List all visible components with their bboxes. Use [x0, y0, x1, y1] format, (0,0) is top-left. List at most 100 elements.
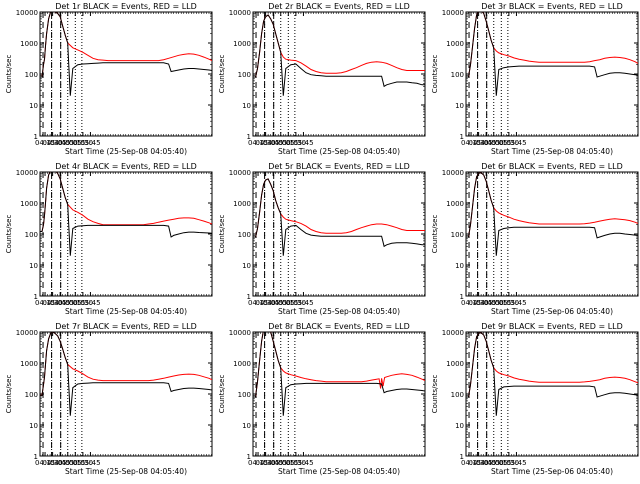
y-tick-label: 1000	[233, 40, 251, 48]
x-tick-label: 04:30	[43, 299, 63, 307]
y-tick-label: 10000	[229, 169, 251, 177]
x-tick-label: 04:45	[50, 459, 70, 467]
x-tick-label: 04:45	[263, 299, 283, 307]
plot-frame	[252, 171, 426, 297]
x-tick-label: 05:45	[506, 299, 526, 307]
y-axis-label: Counts/sec	[5, 55, 13, 94]
series-lld-line	[40, 332, 212, 396]
plot-det-9r: Det 9r BLACK = Events, RED = LLD 1 10 100 10…	[431, 322, 639, 476]
x-tick-label: 05:45	[80, 139, 100, 147]
plot-det-4r: Det 4r BLACK = Events, RED = LLD 1 10 100 10…	[5, 162, 213, 316]
x-tick-label: 05:15	[278, 299, 298, 307]
plot-det-5r: Det 5r BLACK = Events, RED = LLD 1 10 100 10…	[218, 162, 426, 316]
plot-frame	[252, 331, 426, 457]
y-tick-label: 100	[451, 391, 464, 399]
y-tick-label: 1	[247, 293, 251, 301]
y-tick-label: 100	[238, 71, 251, 79]
x-tick-label: 05:45	[80, 459, 100, 467]
series-lld-line	[253, 332, 425, 398]
x-tick-label: 04:45	[476, 299, 496, 307]
plot-det-7r: Det 7r BLACK = Events, RED = LLD 1 10 100 10…	[5, 322, 213, 476]
x-tick-label: 05:00	[484, 299, 504, 307]
x-tick-label: 05:45	[293, 139, 313, 147]
x-tick-label: 04:15	[248, 139, 268, 147]
x-tick-label: 05:30	[499, 139, 519, 147]
x-tick-label: 04:15	[35, 459, 55, 467]
plot-title: Det 2r BLACK = Events, RED = LLD	[268, 2, 410, 11]
series-events-line	[40, 332, 212, 416]
x-tick-label: 05:30	[499, 459, 519, 467]
y-tick-label: 10	[29, 422, 38, 430]
y-tick-label: 1000	[233, 200, 251, 208]
y-tick-label: 1	[34, 453, 38, 461]
x-tick-label: 05:45	[506, 139, 526, 147]
x-tick-label: 04:45	[476, 139, 496, 147]
x-tick-label: 05:45	[293, 299, 313, 307]
x-tick-label: 04:30	[469, 459, 489, 467]
series-events-line	[253, 332, 425, 416]
plot-title: Det 5r BLACK = Events, RED = LLD	[268, 162, 410, 171]
x-axis-label: Start Time (25-Sep-08 04:05:40)	[278, 307, 400, 316]
x-tick-label: 05:15	[65, 139, 85, 147]
y-tick-label: 10000	[16, 169, 38, 177]
x-tick-label: 04:30	[469, 299, 489, 307]
x-tick-label: 05:30	[499, 299, 519, 307]
x-tick-label: 04:30	[43, 139, 63, 147]
x-tick-label: 05:00	[271, 459, 291, 467]
plot-det-3r: Det 3r BLACK = Events, RED = LLD 1 10 100 10…	[431, 2, 639, 156]
y-tick-label: 100	[25, 71, 38, 79]
y-tick-label: 10	[29, 102, 38, 110]
y-tick-label: 1	[247, 133, 251, 141]
plot-title: Det 1r BLACK = Events, RED = LLD	[55, 2, 197, 11]
y-tick-label: 10	[455, 422, 464, 430]
y-axis-label: Counts/sec	[431, 215, 439, 254]
series-events-line	[40, 12, 212, 96]
x-tick-label: 04:15	[35, 139, 55, 147]
y-axis-label: Counts/sec	[218, 215, 226, 254]
y-tick-label: 100	[25, 391, 38, 399]
x-tick-label: 04:45	[50, 139, 70, 147]
plot-title: Det 9r BLACK = Events, RED = LLD	[481, 322, 623, 331]
y-tick-label: 1	[460, 293, 464, 301]
plot-frame	[39, 171, 213, 297]
y-tick-label: 1	[460, 133, 464, 141]
series-lld-line	[466, 332, 638, 398]
plot-frame	[465, 11, 639, 137]
x-tick-label: 05:00	[484, 139, 504, 147]
x-tick-label: 05:00	[58, 459, 78, 467]
y-axis-label: Counts/sec	[218, 55, 226, 94]
y-axis-label: Counts/sec	[5, 375, 13, 414]
x-tick-label: 05:00	[58, 139, 78, 147]
x-tick-label: 05:15	[278, 459, 298, 467]
x-tick-label: 04:30	[469, 139, 489, 147]
x-tick-label: 04:45	[50, 299, 70, 307]
plot-title: Det 3r BLACK = Events, RED = LLD	[481, 2, 623, 11]
series-events-line	[466, 12, 638, 96]
x-tick-label: 05:15	[491, 459, 511, 467]
x-tick-label: 05:30	[73, 299, 93, 307]
y-tick-label: 100	[238, 391, 251, 399]
y-tick-label: 10	[455, 102, 464, 110]
y-tick-label: 10	[455, 262, 464, 270]
plot-title: Det 8r BLACK = Events, RED = LLD	[268, 322, 410, 331]
y-tick-label: 1000	[20, 40, 38, 48]
y-tick-label: 10	[242, 422, 251, 430]
x-tick-label: 04:15	[461, 459, 481, 467]
y-tick-label: 10000	[442, 329, 464, 337]
x-tick-label: 05:30	[73, 459, 93, 467]
y-tick-label: 10000	[16, 329, 38, 337]
x-tick-label: 05:00	[271, 139, 291, 147]
x-tick-label: 04:45	[263, 139, 283, 147]
x-tick-label: 05:45	[293, 459, 313, 467]
y-tick-label: 1	[460, 453, 464, 461]
x-tick-label: 04:45	[476, 459, 496, 467]
x-tick-label: 04:45	[263, 459, 283, 467]
y-tick-label: 10000	[229, 9, 251, 17]
plot-det-2r: Det 2r BLACK = Events, RED = LLD 1 10 100 10…	[218, 2, 426, 156]
y-tick-label: 10	[242, 102, 251, 110]
x-tick-label: 05:00	[484, 459, 504, 467]
y-axis-label: Counts/sec	[5, 215, 13, 254]
y-axis-label: Counts/sec	[431, 375, 439, 414]
y-tick-label: 1	[34, 133, 38, 141]
